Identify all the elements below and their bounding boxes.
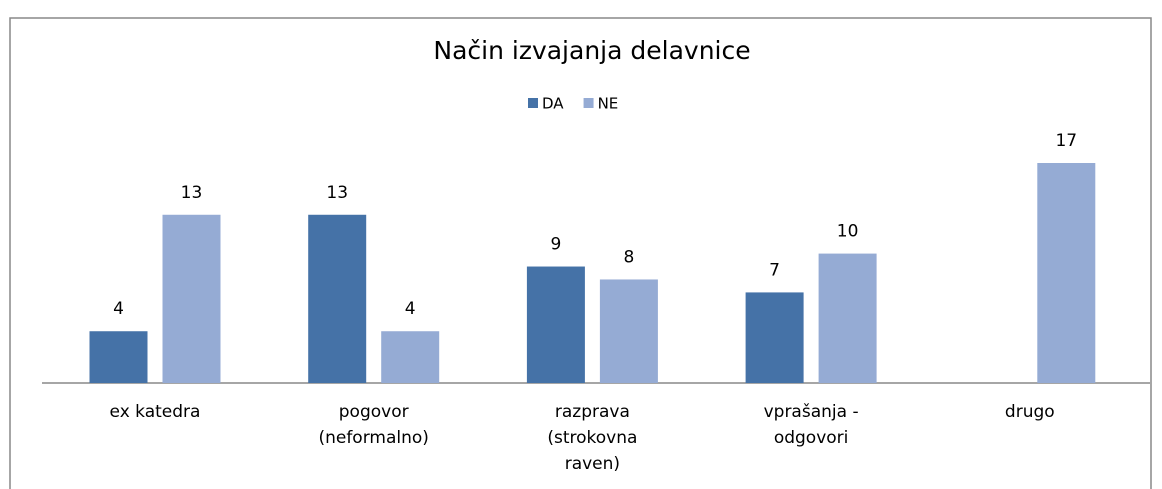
x-tick-label: ex katedra bbox=[109, 402, 201, 422]
bar bbox=[526, 266, 585, 383]
data-label: 4 bbox=[405, 299, 416, 319]
legend-label: DA bbox=[542, 95, 564, 113]
frame bbox=[9, 17, 1152, 489]
bar bbox=[818, 253, 877, 383]
bar bbox=[89, 331, 148, 383]
data-label: 8 bbox=[623, 247, 634, 267]
x-tick-label: drugo bbox=[1004, 402, 1055, 422]
bar bbox=[745, 292, 804, 383]
legend-swatch bbox=[583, 98, 594, 108]
bar bbox=[381, 331, 440, 383]
legend-swatch bbox=[528, 98, 538, 108]
data-label: 13 bbox=[181, 183, 203, 203]
legend-label: NE bbox=[598, 95, 619, 113]
x-tick-label: vprašanja - odgovori bbox=[763, 402, 859, 448]
data-label: 17 bbox=[1055, 131, 1077, 151]
bar bbox=[599, 279, 658, 383]
data-label: 7 bbox=[769, 260, 780, 280]
data-label: 10 bbox=[837, 222, 859, 242]
x-tick-label: pogovor (neformalno) bbox=[318, 402, 429, 448]
data-label: 9 bbox=[550, 235, 561, 255]
data-label: 13 bbox=[326, 183, 348, 203]
x-tick-label: razprava (strokovna raven) bbox=[547, 402, 638, 474]
bar bbox=[308, 214, 367, 383]
chart-title: Način izvajanja delavnice bbox=[433, 36, 750, 65]
bar bbox=[162, 214, 221, 383]
bar bbox=[1037, 163, 1096, 383]
data-label: 4 bbox=[113, 299, 124, 319]
